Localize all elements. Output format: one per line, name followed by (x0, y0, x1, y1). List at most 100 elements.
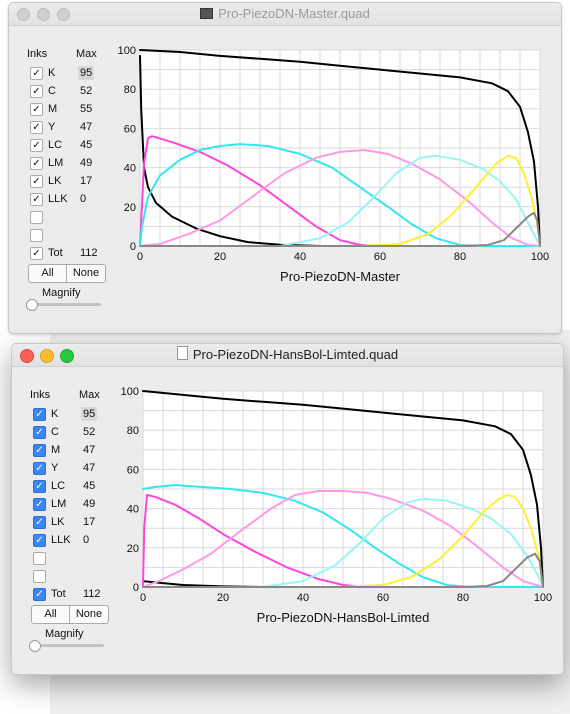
magnify-slider-knob[interactable] (29, 640, 41, 652)
empty-ink-row (33, 569, 118, 585)
magnify-label: Magnify (42, 287, 81, 299)
ink-checkbox-lm[interactable]: ✓ (33, 498, 46, 511)
all-button[interactable]: All (32, 606, 70, 623)
x-tick-label: 100 (531, 251, 549, 263)
none-button[interactable]: None (75, 608, 103, 620)
ink-checkbox-lc[interactable]: ✓ (30, 139, 43, 152)
ink-checkbox-lk[interactable]: ✓ (33, 516, 46, 529)
ink-name: C (48, 85, 56, 97)
curve-line-4 (139, 149, 541, 247)
window-title-text: Pro-PiezoDN-HansBol-Limted.quad (192, 347, 399, 362)
close-button[interactable] (17, 8, 30, 21)
magnify-slider[interactable] (31, 303, 101, 306)
ink-max-value: 45 (83, 480, 96, 492)
empty-ink-row (33, 551, 118, 567)
ink-name: M (48, 103, 58, 115)
ink-checkbox-m[interactable]: ✓ (33, 444, 46, 457)
ink-max-value: 45 (80, 139, 93, 151)
total-value: 112 (80, 247, 98, 259)
y-tick-label: 60 (124, 123, 136, 135)
minimize-button[interactable] (40, 349, 54, 363)
curve-line-6 (142, 493, 544, 588)
ink-checkbox-c[interactable]: ✓ (30, 85, 43, 98)
ink-max-value: 0 (83, 534, 90, 546)
x-tick-label: 100 (534, 592, 552, 604)
ink-name: Y (51, 462, 59, 474)
ink-checkbox-k[interactable]: ✓ (33, 408, 46, 421)
magnify-slider[interactable] (34, 644, 104, 647)
x-tick-label: 20 (214, 251, 226, 263)
x-tick-label: 40 (297, 592, 309, 604)
ink-checkbox-llk[interactable]: ✓ (30, 193, 43, 206)
y-tick-label: 40 (124, 163, 136, 175)
curve-line-5 (142, 497, 544, 588)
ink-max-value[interactable]: 95 (78, 66, 95, 80)
ink-checkbox-lk[interactable]: ✓ (30, 175, 43, 188)
ink-row-m: ✓ M 55 (30, 102, 115, 118)
ink-name: M (51, 444, 61, 456)
x-tick-label: 60 (374, 251, 386, 263)
ink-checkbox-lm[interactable]: ✓ (30, 157, 43, 170)
ink-row-lc: ✓ LC 45 (30, 138, 115, 154)
ink-max-value: 49 (83, 498, 96, 510)
y-tick-label: 0 (133, 582, 139, 594)
none-button[interactable]: None (72, 267, 100, 279)
curve-line-1 (139, 49, 541, 247)
ink-name: LK (51, 516, 65, 528)
select-buttons: All None (28, 264, 106, 283)
empty-checkbox[interactable] (33, 552, 46, 565)
ink-row-y: ✓ Y 47 (33, 461, 118, 477)
ink-max-value: 49 (80, 157, 93, 169)
ink-panel: Inks Max ✓ K 95 ✓ C 52 ✓ M 55 ✓ Y 47 ✓ LC 45 ✓ LM 49 ✓ LK 17… (9, 3, 114, 333)
ink-checkbox-lc[interactable]: ✓ (33, 480, 46, 493)
total-checkbox[interactable]: ✓ (30, 247, 43, 260)
ink-checkbox-m[interactable]: ✓ (30, 103, 43, 116)
total-label: Tot (51, 588, 66, 600)
empty-checkbox[interactable] (30, 211, 43, 224)
y-tick-label: 100 (118, 45, 136, 57)
empty-checkbox[interactable] (33, 570, 46, 583)
ink-row-k: ✓ K 95 (33, 407, 118, 423)
ink-row-k: ✓ K 95 (30, 66, 115, 82)
ink-name: K (48, 67, 56, 79)
curve-line-1 (142, 390, 544, 588)
empty-checkbox[interactable] (30, 229, 43, 242)
ink-panel: Inks Max ✓ K 95 ✓ C 52 ✓ M 47 ✓ Y 47 ✓ LC 45 ✓ LM 49 ✓ LK 17… (12, 344, 117, 674)
total-value: 112 (83, 588, 101, 600)
ink-name: K (51, 408, 59, 420)
zoom-button[interactable] (60, 349, 74, 363)
ink-row-c: ✓ C 52 (33, 425, 118, 441)
select-buttons: All None (31, 605, 109, 624)
ink-checkbox-c[interactable]: ✓ (33, 426, 46, 439)
title-bar[interactable]: Pro-PiezoDN-Master.quad (9, 3, 561, 26)
ink-row-lk: ✓ LK 17 (30, 174, 115, 190)
all-button[interactable]: All (29, 265, 67, 282)
close-button[interactable] (20, 349, 34, 363)
zoom-button[interactable] (57, 8, 70, 21)
minimize-button[interactable] (37, 8, 50, 21)
ink-checkbox-y[interactable]: ✓ (33, 462, 46, 475)
curve-chart: 0 20 40 60 80 100 0 20 40 60 80 100 Pro-PiezoDN-Mast… (118, 45, 550, 284)
title-bar[interactable]: Pro-PiezoDN-HansBol-Limted.quad (12, 344, 563, 367)
curve-line-3 (139, 143, 541, 247)
curve-chart: 0 20 40 60 80 100 0 20 40 60 80 100 Pro-PiezoDN-Hans… (121, 386, 553, 625)
total-checkbox[interactable]: ✓ (33, 588, 46, 601)
window-title-text: Pro-PiezoDN-Master.quad (218, 6, 370, 21)
quad-window-master: Pro-PiezoDN-Master.quad Inks Max ✓ K 95 ✓ C 5… (8, 2, 562, 334)
ink-name: Y (48, 121, 56, 133)
curve-line-6 (139, 154, 541, 247)
ink-row-lk: ✓ LK 17 (33, 515, 118, 531)
x-tick-label: 0 (140, 592, 146, 604)
magnify-label: Magnify (45, 628, 84, 640)
ink-checkbox-y[interactable]: ✓ (30, 121, 43, 134)
ink-max-value[interactable]: 95 (81, 407, 98, 421)
ink-max-value: 55 (80, 103, 93, 115)
ink-max-value: 17 (80, 175, 93, 187)
ink-checkbox-llk[interactable]: ✓ (33, 534, 46, 547)
ink-name: LC (48, 139, 63, 151)
ink-name: LLK (51, 534, 71, 546)
x-tick-label: 40 (294, 251, 306, 263)
ink-checkbox-k[interactable]: ✓ (30, 67, 43, 80)
x-tick-label: 80 (454, 251, 466, 263)
magnify-slider-knob[interactable] (26, 299, 38, 311)
